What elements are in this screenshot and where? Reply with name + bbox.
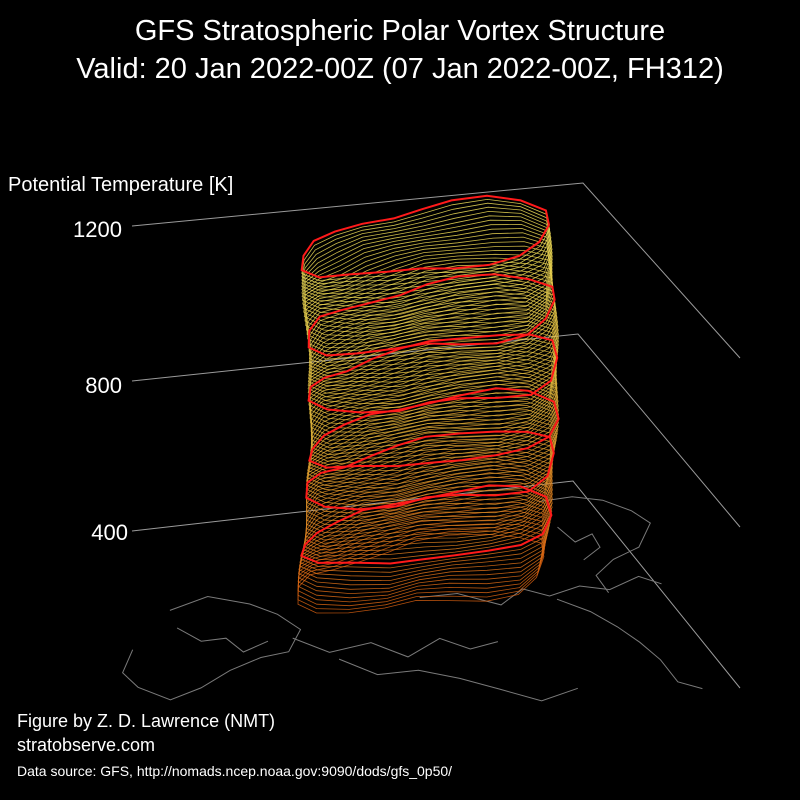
grid-line-1200 bbox=[131, 182, 741, 359]
isentropic-contour-460 bbox=[301, 480, 553, 561]
z-axis-label: Potential Temperature [K] bbox=[8, 174, 234, 196]
isentropic-contour-1120 bbox=[301, 228, 553, 308]
coastline-6 bbox=[176, 627, 269, 653]
highlight-contour-1200 bbox=[300, 194, 551, 279]
coastline-4 bbox=[538, 496, 651, 593]
isentropic-contour-870 bbox=[307, 325, 559, 405]
isentropic-contour-880 bbox=[307, 320, 559, 401]
isentropic-contour-610 bbox=[305, 426, 555, 506]
chart-subtitle: Valid: 20 Jan 2022-00Z (07 Jan 2022-00Z,… bbox=[76, 53, 724, 85]
isentropic-contour-830 bbox=[308, 342, 558, 422]
coastline-1 bbox=[292, 637, 499, 658]
isentropic-contour-670 bbox=[307, 401, 559, 480]
isentropic-contour-480 bbox=[303, 472, 553, 554]
isentropic-contour-820 bbox=[309, 346, 558, 426]
highlight-contour-450 bbox=[300, 484, 553, 565]
coastline-3 bbox=[419, 575, 662, 606]
isentropic-contour-1080 bbox=[303, 245, 553, 325]
isentropic-contour-640 bbox=[306, 413, 557, 493]
coastline-7 bbox=[557, 526, 601, 561]
isentropic-contour-420 bbox=[298, 497, 550, 577]
chart-title: GFS Stratospheric Polar Vortex Structure bbox=[134, 15, 666, 47]
isentropic-contour-680 bbox=[307, 396, 559, 476]
coastlines bbox=[122, 496, 703, 702]
coastline-2 bbox=[338, 658, 578, 702]
isentropic-contour-900 bbox=[307, 312, 559, 392]
isentropic-contour-1100 bbox=[302, 236, 553, 316]
coastline-0 bbox=[122, 595, 302, 701]
highlight-contour-700 bbox=[308, 387, 560, 469]
highlight-contour-850 bbox=[307, 333, 559, 414]
isentropic-contour-810 bbox=[309, 349, 557, 430]
z-tick-1200: 1200 bbox=[73, 217, 122, 242]
isentropic-contour-410 bbox=[298, 501, 550, 582]
author-credit: Figure by Z. D. Lawrence (NMT) bbox=[17, 711, 276, 731]
isentropic-contour-1180 bbox=[301, 202, 551, 285]
isentropic-contour-660 bbox=[306, 405, 558, 485]
isentropic-contour-730 bbox=[310, 376, 559, 459]
isentropic-contour-1130 bbox=[301, 224, 553, 304]
z-tick-800: 800 bbox=[85, 373, 122, 398]
isentropic-contour-400 bbox=[298, 506, 549, 586]
isentropic-contour-360 bbox=[297, 523, 546, 603]
coastline-5 bbox=[556, 598, 703, 690]
isentropic-contour-650 bbox=[306, 409, 558, 489]
grid-line-800 bbox=[131, 333, 741, 528]
isentropic-contour-1070 bbox=[303, 250, 553, 329]
isentropic-contour-890 bbox=[307, 316, 559, 396]
isentropic-contour-1060 bbox=[304, 253, 553, 333]
isentropic-contour-1170 bbox=[301, 206, 552, 288]
data-source-credit: Data source: GFS, http://nomads.ncep.noa… bbox=[17, 763, 453, 779]
isentropic-contour-430 bbox=[299, 493, 551, 573]
highlighted-contours bbox=[300, 194, 560, 565]
grid-line-400 bbox=[131, 480, 741, 689]
isentropic-contour-950 bbox=[308, 291, 559, 373]
isentropic-contour-1160 bbox=[301, 210, 552, 291]
highlight-contour-1000 bbox=[307, 273, 556, 357]
isentropic-contour-920 bbox=[308, 303, 559, 383]
isentropic-contour-720 bbox=[309, 379, 559, 462]
website-credit: stratobserve.com bbox=[17, 735, 156, 755]
axis-grid bbox=[131, 182, 741, 689]
isentropic-contour-940 bbox=[308, 295, 559, 377]
z-tick-400: 400 bbox=[91, 520, 128, 545]
